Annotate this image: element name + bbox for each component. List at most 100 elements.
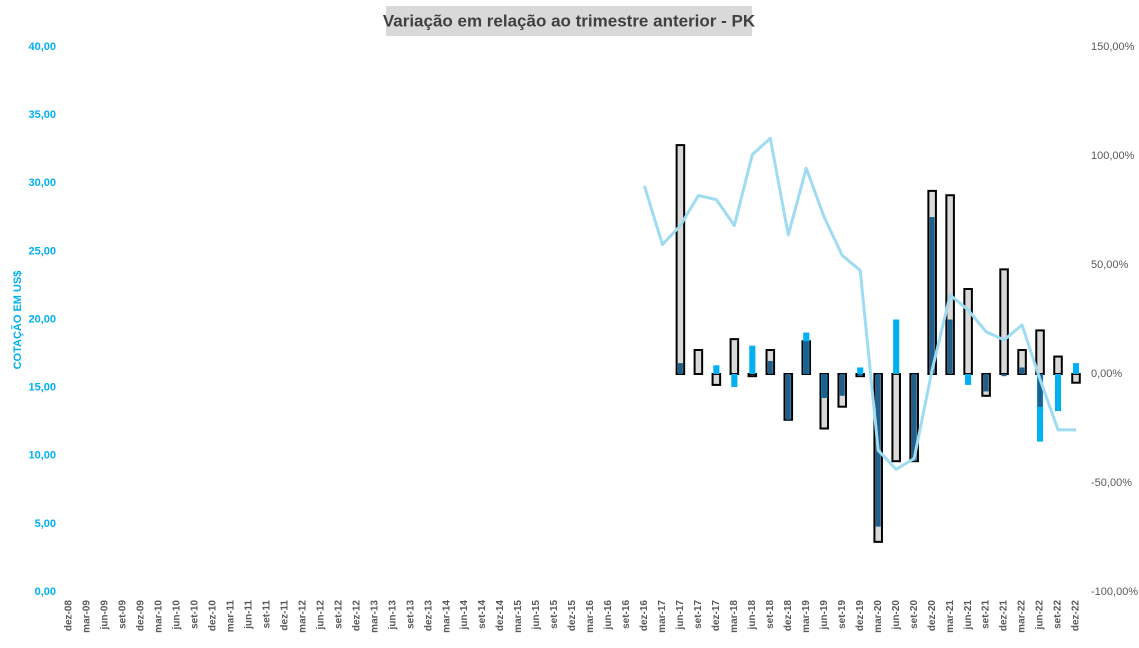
chart-title: Variação em relação ao trimestre anterio… <box>383 11 756 30</box>
bar <box>1054 374 1062 412</box>
y-axis-label: COTAÇÃO EM US$ <box>11 271 24 370</box>
bar <box>1036 374 1044 442</box>
x-tick-label: set-09 <box>118 600 129 629</box>
x-tick-label: dez-19 <box>855 600 866 632</box>
bar <box>803 341 809 374</box>
x-tick-label: mar-09 <box>82 600 93 633</box>
x-tick-label: dez-15 <box>567 600 578 632</box>
bar <box>1071 373 1081 384</box>
x-tick-label: jun-21 <box>963 600 974 631</box>
x-tick-label: jun-22 <box>1035 600 1046 631</box>
bar <box>983 374 989 392</box>
x-tick-label: dez-17 <box>711 600 722 632</box>
x-tick-label: mar-17 <box>657 600 668 633</box>
bar <box>963 287 973 376</box>
bar <box>965 374 972 385</box>
y-tick-label: 10,00 <box>28 450 56 462</box>
x-tick-label: jun-19 <box>819 600 830 631</box>
bar <box>713 365 720 374</box>
x-tick-label: mar-13 <box>369 600 380 633</box>
x-tick-label: dez-18 <box>783 600 794 632</box>
y2-tick-label: 0,00% <box>1091 368 1122 380</box>
bar <box>729 338 740 375</box>
y2-tick-label: 150,00% <box>1091 41 1135 53</box>
x-tick-label: set-10 <box>190 600 201 629</box>
x-tick-label: set-11 <box>261 600 272 629</box>
x-tick-label: dez-11 <box>279 600 290 631</box>
x-tick-label: mar-19 <box>801 600 812 633</box>
bar <box>947 319 953 374</box>
y-tick-label: 5,00 <box>35 518 56 530</box>
x-tick-label: dez-14 <box>495 600 506 632</box>
x-tick-label: set-18 <box>765 600 776 629</box>
x-tick-label: set-14 <box>477 600 488 629</box>
x-tick-label: jun-11 <box>243 600 254 630</box>
x-tick-label: dez-10 <box>207 600 218 632</box>
x-tick-label: jun-16 <box>603 600 614 631</box>
x-tick-label: jun-15 <box>531 600 542 631</box>
y-tick-label: 25,00 <box>28 245 56 257</box>
x-tick-label: jun-10 <box>172 600 183 631</box>
x-tick-label: jun-12 <box>315 600 326 631</box>
y-tick-label: 15,00 <box>28 382 56 394</box>
y2-tick-label: -100,00% <box>1091 586 1138 598</box>
x-tick-label: set-19 <box>837 600 848 629</box>
bar <box>693 349 704 375</box>
bar <box>1037 374 1043 407</box>
x-tick-label: mar-15 <box>513 600 524 633</box>
y2-tick-label: 50,00% <box>1091 259 1129 271</box>
bar <box>1019 367 1025 374</box>
x-tick-label: mar-20 <box>873 600 884 633</box>
bar <box>767 360 773 374</box>
x-tick-label: jun-18 <box>747 600 758 631</box>
x-tick-label: mar-21 <box>945 600 956 633</box>
bar <box>857 374 863 377</box>
x-tick-label: mar-16 <box>585 600 596 633</box>
x-tick-label: set-12 <box>333 600 344 629</box>
x-tick-label: set-13 <box>405 600 416 629</box>
x-tick-label: mar-22 <box>1017 600 1028 633</box>
x-tick-label: dez-20 <box>927 600 938 632</box>
x-tick-label: mar-18 <box>729 600 740 633</box>
bar <box>675 144 686 375</box>
bar <box>1053 355 1063 375</box>
x-tick-label: jun-14 <box>459 600 470 631</box>
x-tick-label: jun-20 <box>891 600 902 631</box>
x-tick-label: dez-21 <box>999 600 1010 632</box>
x-tick-label: mar-10 <box>154 600 165 633</box>
x-tick-label: set-20 <box>909 600 920 629</box>
x-tick-label: dez-12 <box>351 600 362 632</box>
bar <box>891 373 901 463</box>
bar <box>839 374 845 396</box>
x-tick-label: dez-09 <box>136 600 147 632</box>
x-tick-label: set-17 <box>693 600 704 629</box>
bar <box>857 367 864 374</box>
x-tick-label: set-21 <box>981 600 992 629</box>
y-tick-label: 20,00 <box>28 313 56 325</box>
bar <box>893 319 900 374</box>
x-tick-label: dez-13 <box>423 600 434 632</box>
x-tick-label: set-16 <box>621 600 632 629</box>
bar <box>1072 363 1080 374</box>
bar <box>747 373 758 378</box>
bar <box>731 374 738 388</box>
x-tick-label: set-15 <box>549 600 560 629</box>
bar <box>821 374 827 398</box>
y2-tick-label: 100,00% <box>1091 150 1135 162</box>
y-tick-label: 30,00 <box>28 177 56 189</box>
bar <box>749 345 756 374</box>
x-tick-label: dez-22 <box>1071 600 1082 632</box>
x-tick-label: dez-16 <box>639 600 650 632</box>
x-tick-label: jun-17 <box>675 600 686 631</box>
x-tick-label: mar-14 <box>441 600 452 633</box>
bar <box>999 268 1009 375</box>
y-tick-label: 0,00 <box>35 586 56 598</box>
bar <box>1001 374 1007 377</box>
bar <box>911 374 917 462</box>
bar <box>785 374 791 420</box>
x-tick-label: jun-09 <box>100 600 111 631</box>
bar <box>929 217 935 374</box>
x-tick-label: jun-13 <box>387 600 398 631</box>
title-box <box>386 6 752 36</box>
